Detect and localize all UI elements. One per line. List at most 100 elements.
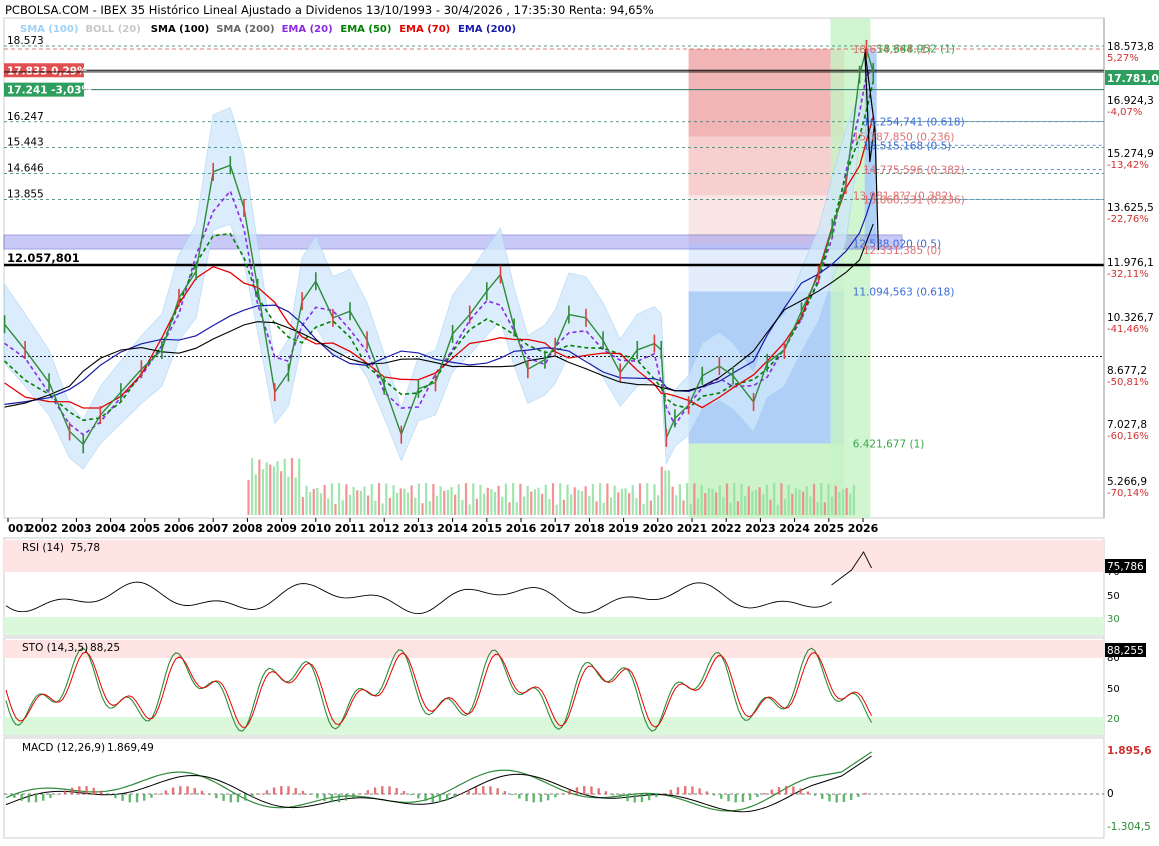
- last-price-badge: 17.781,0: [1107, 73, 1159, 85]
- volume-bar-131: [722, 497, 725, 515]
- legend-item-4: EMA (20): [282, 24, 333, 35]
- right-axis-price-3: 13.625,5: [1107, 202, 1154, 214]
- volume-bar-140: [754, 489, 758, 515]
- volume-bar-20: [319, 493, 323, 515]
- x-tick-label-21: 2022: [711, 522, 742, 535]
- macd-hist-bar-54: [395, 788, 398, 795]
- volume-bar-82: [544, 484, 547, 515]
- fib-red-zone-mid: [688, 136, 845, 196]
- macd-bottom: -1.304,5: [1107, 821, 1151, 833]
- macd-line: [5, 751, 872, 812]
- macd-hist-bar-104: [756, 794, 759, 798]
- volume-bar-134: [733, 483, 736, 515]
- volume-bar-33: [367, 495, 370, 515]
- macd-hist-bar-34: [251, 794, 254, 798]
- macd-signal-line: [5, 755, 872, 813]
- macd-hist-bar-84: [611, 794, 615, 796]
- volume-bar-68: [493, 491, 497, 515]
- right-axis-price-5: 10.326,7: [1107, 312, 1154, 324]
- volume-bar-120: [682, 500, 685, 515]
- volume-bar-34: [370, 484, 373, 515]
- macd-hist-bar-0: [6, 794, 9, 795]
- volume-bar-29: [352, 486, 355, 515]
- volume-bar-145: [773, 483, 776, 515]
- volume-bar-133: [729, 502, 732, 515]
- x-tick-label-24: 2025: [813, 522, 844, 535]
- indicator-lines: [4, 540, 1104, 813]
- volume-bar-48: [421, 503, 424, 515]
- volume-bar-114: [660, 466, 663, 515]
- volume-bar-87: [562, 499, 565, 515]
- left-badge-1: 17.241 -3,03%: [7, 85, 92, 97]
- macd-hist-bar-91: [662, 793, 665, 795]
- x-tick-label-14: 2015: [471, 522, 502, 535]
- sto-badge: 88,255: [1107, 645, 1144, 657]
- macd-hist-bar-18: [135, 794, 139, 803]
- volume-bar-92: [580, 491, 584, 515]
- volume-bar-37: [381, 503, 384, 515]
- macd-zero: 0: [1107, 788, 1114, 800]
- macd-hist-bar-12: [92, 787, 95, 795]
- x-tick-label-10: 2011: [335, 522, 366, 535]
- macd-hist-bar-100: [727, 794, 730, 802]
- volume-bar-104: [624, 488, 627, 515]
- volume-bar-8: [276, 461, 279, 515]
- right-axis-pct-1: -4,07%: [1107, 107, 1142, 118]
- macd-hist-bar-79: [575, 787, 579, 795]
- volume-bar-10: [283, 458, 286, 515]
- fib-label-6: 13.981,8?? (0.382): [853, 190, 953, 202]
- macd-hist-bar-105: [763, 792, 766, 795]
- macd-hist-bar-48: [352, 794, 355, 798]
- sto-level-80: 80: [1107, 653, 1120, 664]
- macd-hist-bar-7: [56, 793, 59, 795]
- macd-hist-bar-24: [179, 786, 182, 795]
- volume-bars: [247, 458, 856, 515]
- rsi-level-70: 70: [1107, 567, 1120, 578]
- volume-bar-80: [537, 487, 540, 515]
- volume-bar-78: [530, 491, 533, 515]
- price-gridlines: 18.573 16.247 15.443 14.646 13.855 17.833 0,2…: [4, 35, 1104, 357]
- macd-hist-bar-76: [554, 794, 557, 798]
- volume-bar-109: [642, 503, 645, 515]
- volume-bar-155: [809, 496, 812, 515]
- volume-bar-60: [464, 483, 468, 515]
- volume-bar-2: [254, 474, 257, 515]
- macd-hist-bar-74: [539, 794, 543, 803]
- volume-bar-118: [675, 495, 678, 515]
- x-tick-label-19: 2020: [642, 522, 673, 535]
- macd-hist-bar-45: [330, 794, 333, 803]
- left-price-label-4: 13.855: [7, 188, 44, 200]
- legend-item-6: EMA (70): [399, 24, 450, 35]
- macd-value: 1.869,49: [107, 742, 154, 754]
- sto-overbought-band: [4, 640, 1104, 658]
- sto-label: STO (14,3,5): [22, 642, 88, 654]
- volume-bar-55: [446, 490, 449, 515]
- macd-hist-bar-47: [345, 794, 348, 801]
- volume-bar-47: [417, 483, 420, 515]
- legend-item-7: EMA (200): [458, 24, 516, 35]
- volume-bar-165: [845, 487, 848, 515]
- macd-hist-bar-57: [417, 794, 420, 799]
- volume-bar-119: [678, 484, 681, 515]
- x-tick-label-22: 2023: [745, 522, 776, 535]
- fib-label-10: 11.094,563 (0.618): [853, 286, 955, 298]
- volume-bar-67: [490, 489, 493, 515]
- volume-bar-51: [432, 484, 435, 515]
- volume-bar-50: [428, 501, 431, 515]
- macd-hist-bar-22: [164, 790, 168, 795]
- right-axis-pct-4: -32,11%: [1107, 269, 1149, 280]
- macd-hist-bar-13: [99, 790, 103, 795]
- macd-hist-bar-53: [388, 786, 391, 795]
- macd-hist-bar-29: [215, 794, 218, 799]
- fib-label-11: 6.421,677 (1): [853, 439, 925, 451]
- macd-hist-bar-26: [193, 787, 196, 795]
- right-axis-price-8: 5.266,9: [1107, 476, 1147, 488]
- macd-hist-bar-96: [698, 788, 701, 795]
- x-tick-label-1: 2002: [27, 522, 58, 535]
- volume-bar-59: [461, 499, 464, 515]
- volume-bar-71: [504, 483, 507, 515]
- right-axis-pct-7: -60,16%: [1107, 431, 1149, 442]
- volume-bar-123: [693, 483, 696, 515]
- volume-bar-113: [657, 495, 660, 515]
- volume-bar-4: [261, 469, 265, 515]
